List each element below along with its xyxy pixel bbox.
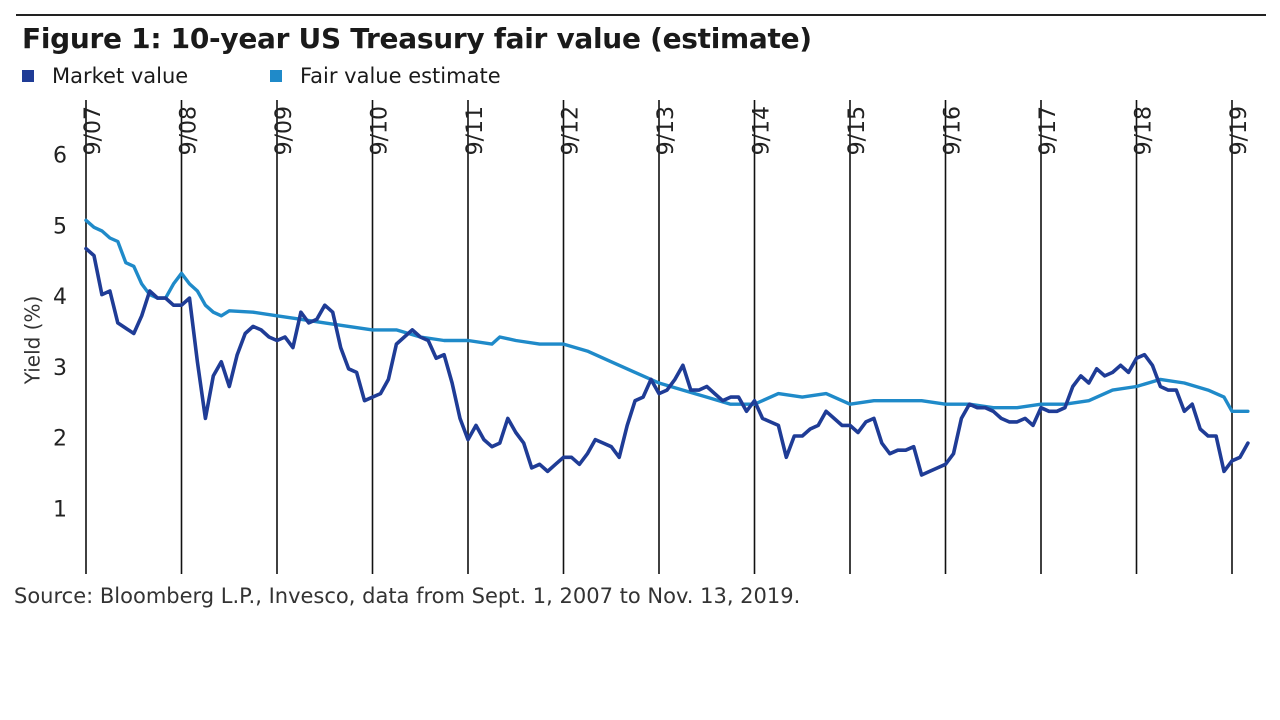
x-tick-label: 9/16 (941, 106, 966, 155)
x-tick-label: 9/09 (272, 106, 297, 155)
source-note: Source: Bloomberg L.P., Invesco, data fr… (14, 584, 801, 608)
legend-item-fair-value-estimate: Fair value estimate (270, 64, 501, 88)
legend-swatch-market-value (22, 70, 34, 82)
x-tick-label: 9/07 (81, 106, 106, 155)
x-tick-label: 9/11 (463, 106, 488, 155)
legend-label-market-value: Market value (52, 64, 189, 88)
x-tick-label: 9/17 (1036, 106, 1061, 155)
x-tick-label: 9/08 (177, 106, 202, 155)
x-tick-label: 9/10 (368, 106, 393, 155)
x-tick-label: 9/19 (1227, 106, 1252, 155)
series-line-fair-value-estimate (84, 218, 1250, 413)
x-tick-label: 9/18 (1132, 106, 1157, 155)
legend-label-fair-value-estimate: Fair value estimate (300, 64, 501, 88)
x-tick-label: 9/15 (845, 106, 870, 155)
y-tick-label: 2 (53, 427, 67, 452)
x-tick-label: 9/13 (654, 106, 679, 155)
y-tick-label: 3 (53, 356, 67, 381)
y-tick-label: 6 (53, 144, 67, 169)
y-axis-label: Yield (%) (21, 296, 45, 386)
legend-swatch-fair-value-estimate (270, 70, 282, 82)
series-line-market-value (84, 246, 1250, 477)
legend-item-market-value: Market value (22, 64, 188, 88)
x-tick-label: 9/14 (750, 106, 775, 155)
y-tick-label: 5 (53, 214, 67, 239)
y-tick-label: 4 (53, 285, 67, 310)
figure-title: Figure 1: 10-year US Treasury fair value… (22, 22, 812, 55)
top-rule (16, 14, 1266, 16)
y-tick-label: 1 (53, 497, 67, 522)
x-tick-label: 9/12 (559, 106, 584, 155)
